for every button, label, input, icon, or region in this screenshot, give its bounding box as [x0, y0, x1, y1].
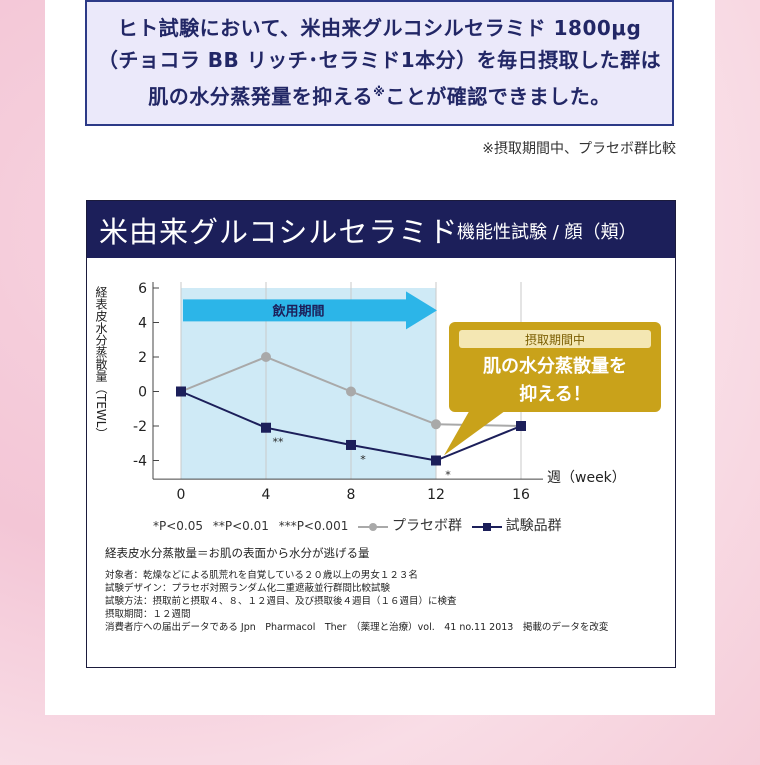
y-tick-label: 4	[138, 316, 147, 332]
chart-header: 米由来グルコシルセラミド 機能性試験 / 顔（頬）	[87, 201, 675, 258]
x-tick-label: 12	[427, 487, 445, 503]
x-axis-label: 週（week）	[547, 470, 626, 486]
notes-line: 試験方法：摂取前と摂取４、８、１２週目、及び摂取後４週目（１６週目）に検査	[105, 596, 457, 607]
headline-line-2: （チョコラ BB リッチ･セラミド1本分）を毎日摂取した群は	[97, 48, 662, 72]
chart-notes: 経表皮水分蒸散量＝お肌の表面から水分が逃げる量 対象者：乾燥などによる肌荒れを自…	[105, 545, 665, 634]
chart-subtitle: 機能性試験 / 顔（頬）	[457, 222, 637, 243]
notes-line: 摂取期間：１２週間	[105, 609, 191, 620]
x-tick-label: 16	[512, 487, 530, 503]
data-point-test	[516, 421, 526, 431]
significance-mark: *	[360, 453, 366, 466]
chart-title: 米由来グルコシルセラミド	[99, 215, 459, 249]
y-tick-label: 0	[138, 385, 147, 401]
data-point-placebo	[431, 419, 441, 430]
data-point-test	[431, 455, 441, 466]
x-tick-label: 8	[347, 487, 356, 503]
legend-sig-3: ***P<0.001	[278, 519, 349, 533]
y-tick-label: 6	[138, 281, 147, 297]
legend-sig-2: **P<0.01	[212, 519, 269, 533]
notes-line: 消費者庁への届出データである Jpn Pharmacol Ther （薬理と治療…	[105, 622, 609, 633]
tewl-line-chart: 6 4 2 0 -2 -4 0 4 8 12 16 週（week） 経表皮水分蒸散量（TEWL） 飲用期間…	[94, 281, 661, 503]
y-tick-label: 2	[138, 350, 147, 366]
period-label: 飲用期間	[271, 303, 324, 319]
notes-line: 試験デザイン：プラセボ対照ランダム化二重遮蔽並行群間比較試験	[105, 583, 391, 594]
legend-test-swatch	[471, 522, 502, 531]
y-tick-label: -4	[133, 454, 147, 470]
callout-line-2: 抑える！	[519, 384, 590, 405]
data-point-placebo	[261, 352, 271, 362]
x-tick-label: 0	[177, 487, 186, 503]
legend-sig-1: *P<0.05	[153, 519, 204, 533]
data-point-test	[261, 422, 271, 433]
significance-mark: **	[273, 436, 285, 449]
data-point-placebo	[346, 386, 356, 397]
headline-line-3: 肌の水分蒸発量を抑える※ことが確認できました。	[87, 76, 672, 113]
headline-box: ヒト試験において、米由来グルコシルセラミド 1800μg （チョコラ BB リッ…	[85, 0, 674, 126]
legend-placebo-label: プラセボ群	[392, 518, 462, 534]
headline-line-1: ヒト試験において、米由来グルコシルセラミド 1800μg	[117, 16, 642, 40]
period-arrow	[183, 291, 437, 330]
callout-tag: 摂取期間中	[525, 332, 585, 347]
footnote-mark: ※	[373, 85, 386, 99]
data-point-test	[346, 439, 356, 450]
x-tick-label: 4	[262, 487, 271, 503]
y-axis-label: 経表皮水分蒸散量（TEWL）	[94, 286, 108, 440]
callout-line-1: 肌の水分蒸散量を	[483, 355, 627, 377]
callout-tail	[444, 408, 509, 456]
footnote-top: ※摂取期間中、プラセボ群比較	[482, 141, 676, 157]
notes-line: 対象者：乾燥などによる肌荒れを自覚している２０歳以上の男女１２３名	[105, 570, 418, 581]
headline-line-3b: ことが確認できました。	[385, 84, 611, 109]
headline-line-3a: 肌の水分蒸発量を抑える	[148, 84, 374, 109]
chart-legend: *P<0.05 **P<0.01 ***P<0.001 プラセボ群 試験品群	[153, 515, 568, 535]
callout-tag-bg	[459, 330, 651, 348]
y-tick-label: -2	[133, 419, 147, 435]
legend-test-label: 試験品群	[505, 518, 562, 534]
data-point-test	[176, 386, 186, 397]
legend-placebo-swatch	[358, 522, 389, 531]
chart-frame: 米由来グルコシルセラミド 機能性試験 / 顔（頬） 6 4 2 0 -2 -4 0 4 8 12 1…	[86, 200, 676, 668]
notes-head: 経表皮水分蒸散量＝お肌の表面から水分が逃げる量	[105, 546, 370, 560]
significance-mark: *	[445, 469, 451, 482]
